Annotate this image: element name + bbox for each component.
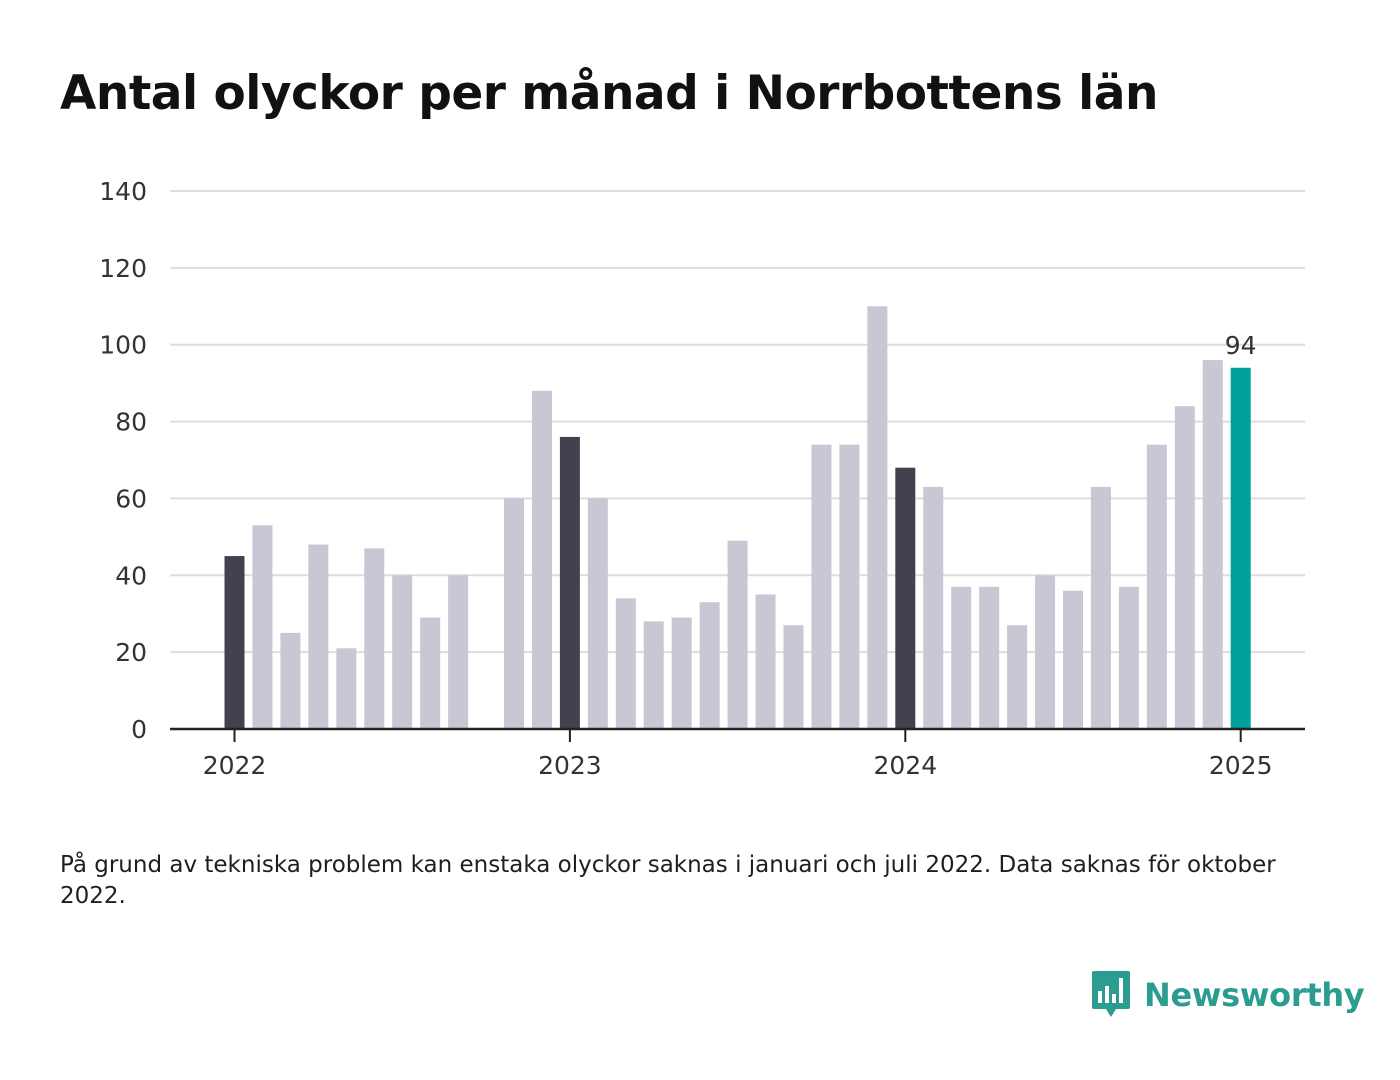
bar-2024-12	[1202, 360, 1223, 729]
bar-2023-07	[727, 540, 748, 729]
latest-value-label: 94	[1225, 331, 1257, 360]
bar-2023-09	[783, 625, 804, 729]
x-tick-label: 2022	[203, 751, 267, 780]
bar-2022-08	[420, 617, 441, 729]
bar-2024-02	[923, 486, 944, 729]
bar-2025-01	[1230, 367, 1251, 729]
bar-2022-11	[504, 498, 524, 729]
newsworthy-logo[interactable]: Newsworthy	[1090, 968, 1365, 1022]
bar-2022-05	[336, 648, 357, 729]
bar-2023-01	[559, 436, 580, 729]
x-tick-label: 2025	[1209, 751, 1273, 780]
bar-2022-01	[224, 556, 245, 729]
bar-2024-10	[1146, 444, 1167, 729]
bar-2024-06	[1035, 575, 1056, 729]
x-tick-label: 2023	[538, 751, 602, 780]
bar-2023-11	[839, 444, 860, 729]
bar-2023-03	[615, 598, 636, 729]
y-tick-label: 40	[115, 561, 147, 590]
y-tick-label: 100	[99, 331, 147, 360]
bar-chart-speech-bubble-icon	[1092, 971, 1130, 1017]
x-tick-label: 2024	[873, 751, 937, 780]
brand-name: Newsworthy	[1144, 976, 1365, 1014]
bars	[224, 306, 1251, 729]
bar-2022-03	[280, 632, 301, 729]
x-axis: 2022 2023 2024 2025	[170, 727, 1305, 780]
bar-2024-07	[1063, 590, 1083, 729]
y-tick-label: 120	[99, 254, 147, 283]
bar-2022-04	[308, 544, 329, 729]
bar-2022-02	[252, 525, 273, 729]
y-tick-label: 140	[99, 177, 147, 206]
bar-2024-11	[1174, 406, 1195, 729]
bar-2023-08	[755, 594, 776, 729]
bar-2024-04	[979, 586, 1000, 729]
bar-2023-12	[867, 306, 888, 729]
bar-2022-09	[448, 575, 469, 729]
bar-2024-08	[1090, 486, 1111, 729]
y-tick-label: 80	[115, 408, 147, 437]
bar-2022-12	[531, 390, 552, 729]
bar-2024-03	[951, 586, 972, 729]
bar-2024-05	[1007, 625, 1028, 729]
y-tick-label: 60	[115, 484, 147, 513]
data-labels: 94	[1225, 331, 1257, 360]
chart-title: Antal olyckor per månad i Norrbottens lä…	[60, 66, 1158, 121]
bar-2023-10	[811, 444, 832, 729]
bar-2022-07	[392, 575, 413, 729]
bar-2022-06	[364, 548, 385, 729]
bar-2024-09	[1118, 586, 1139, 729]
y-tick-label: 20	[115, 638, 147, 667]
bar-2023-06	[699, 602, 720, 729]
y-tick-label: 0	[131, 715, 147, 744]
bar-chart: 0 20 40 60 80 100 120 140 2022 2023 2024 2025 94	[99, 177, 1305, 780]
bar-2023-04	[643, 621, 664, 729]
bar-2023-02	[587, 498, 608, 729]
footnote: På grund av tekniska problem kan enstaka…	[60, 852, 1276, 909]
bar-2023-05	[671, 617, 692, 729]
bar-2024-01	[895, 467, 916, 729]
